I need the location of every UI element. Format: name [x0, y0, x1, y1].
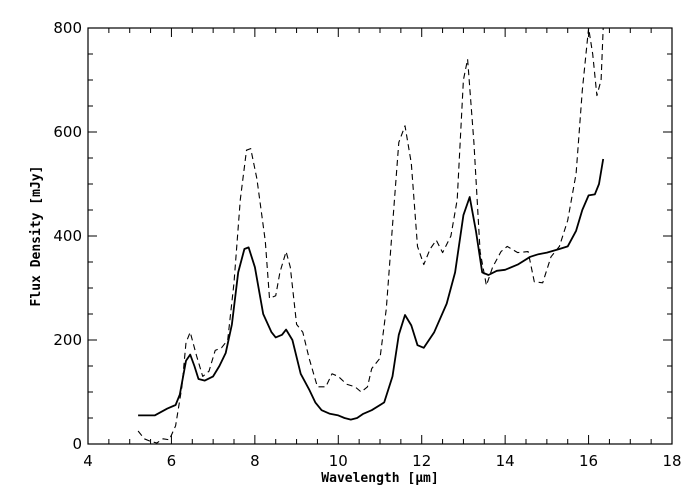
x-tick-label: 12: [412, 452, 431, 470]
x-axis-label: Wavelength [μm]: [321, 471, 438, 486]
y-tick-label: 0: [72, 435, 82, 453]
dashed-spectrum-line: [137, 28, 604, 444]
series-layer: [137, 28, 605, 444]
y-tick-label: 200: [53, 331, 82, 349]
solid-spectrum-line: [138, 158, 605, 421]
y-tick-label: 400: [53, 227, 82, 245]
x-tick-label: 6: [167, 452, 177, 470]
x-tick-label: 14: [496, 452, 515, 470]
ticks-layer: 4 6 8 10 12 14 16 18 0 200 400 600 800: [53, 19, 681, 470]
x-tick-label: 10: [329, 452, 348, 470]
y-tick-label: 600: [53, 123, 82, 141]
plot-frame: [87, 27, 673, 445]
y-axis-label: Flux Density [mJy]: [29, 166, 44, 307]
x-tick-label: 4: [83, 452, 93, 470]
y-tick-label: 800: [53, 19, 82, 37]
x-tick-label: 18: [662, 452, 681, 470]
x-tick-label: 16: [579, 452, 598, 470]
x-tick-label: 8: [250, 452, 260, 470]
